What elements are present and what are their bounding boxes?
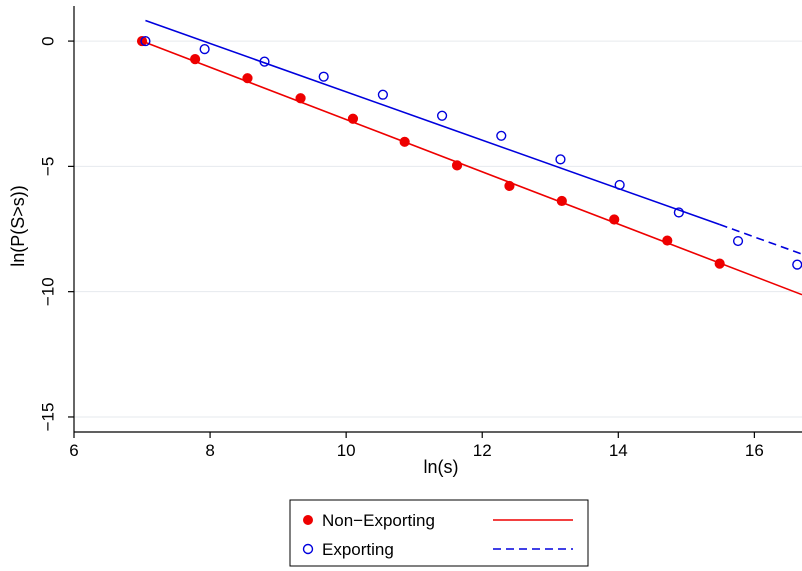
point-exporting-11 bbox=[792, 259, 802, 270]
point-non-exporting-5 bbox=[399, 136, 410, 147]
x-tick-label-16: 16 bbox=[745, 441, 764, 460]
legend: Non−Exporting Exporting bbox=[289, 499, 589, 567]
legend-marker-non-exporting bbox=[303, 515, 313, 525]
point-exporting-5 bbox=[436, 110, 448, 121]
x-axis-title: ln(s) bbox=[424, 457, 459, 477]
fit-line-exporting bbox=[145, 19, 720, 226]
point-exporting-1 bbox=[199, 44, 210, 55]
y-axis-title: ln(P(S>s)) bbox=[8, 185, 28, 267]
point-exporting-7 bbox=[555, 154, 566, 165]
point-exporting-2 bbox=[259, 56, 270, 67]
point-exporting-3 bbox=[318, 71, 329, 82]
point-non-exporting-1 bbox=[190, 54, 201, 65]
fit-lines bbox=[141, 19, 802, 296]
point-non-exporting-10 bbox=[662, 235, 673, 246]
axes: 6 8 10 12 14 16 0 −5 −10 −15 bbox=[39, 6, 802, 460]
point-non-exporting-6 bbox=[451, 160, 463, 171]
fit-line-non-exporting bbox=[141, 40, 802, 296]
legend-marker-exporting bbox=[302, 543, 314, 555]
y-tick-label-0: 0 bbox=[39, 36, 58, 45]
point-exporting-8 bbox=[614, 179, 625, 191]
legend-box bbox=[289, 499, 589, 567]
point-non-exporting-2 bbox=[242, 73, 253, 84]
fit-line-extension-exporting bbox=[719, 223, 802, 255]
point-non-exporting-7 bbox=[504, 180, 515, 192]
y-tick-label--5: −5 bbox=[39, 157, 58, 176]
legend-label-non-exporting: Non−Exporting bbox=[322, 511, 435, 530]
point-non-exporting-0 bbox=[136, 35, 148, 47]
point-non-exporting-11 bbox=[714, 258, 725, 269]
x-tick-label-14: 14 bbox=[609, 441, 628, 460]
point-non-exporting-8 bbox=[556, 195, 567, 207]
y-tick-label--15: −15 bbox=[39, 403, 58, 432]
point-exporting-9 bbox=[673, 207, 684, 218]
point-exporting-6 bbox=[496, 130, 507, 141]
x-tick-label-10: 10 bbox=[337, 441, 356, 460]
y-tick-label--10: −10 bbox=[39, 277, 58, 306]
point-exporting-0 bbox=[140, 35, 151, 47]
x-tick-label-12: 12 bbox=[473, 441, 492, 460]
grid-lines bbox=[74, 40, 802, 418]
point-non-exporting-3 bbox=[295, 93, 306, 104]
legend-label-exporting: Exporting bbox=[322, 540, 394, 559]
point-non-exporting-4 bbox=[347, 113, 359, 124]
point-exporting-4 bbox=[377, 89, 388, 100]
x-tick-label-6: 6 bbox=[69, 441, 78, 460]
point-non-exporting-9 bbox=[609, 214, 620, 225]
point-exporting-10 bbox=[732, 235, 744, 247]
data-points bbox=[136, 35, 802, 270]
x-tick-label-8: 8 bbox=[205, 441, 214, 460]
